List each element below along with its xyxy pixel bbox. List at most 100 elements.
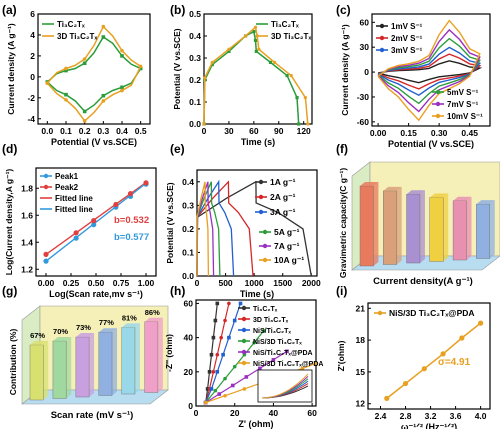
- bar-side: [43, 340, 49, 400]
- panel-h: 0 20 40 60 0 20 40 60 Z' (ohm) -Z'' (ohm) Ti₃C₂Tₓ 3…: [164, 298, 323, 429]
- legend-marker: [379, 47, 385, 53]
- nyquist-point: [261, 328, 266, 333]
- gcd-rate-curve-5: [196, 181, 210, 277]
- x-tick-label: 120: [297, 126, 311, 136]
- legend-marker: [241, 349, 247, 355]
- bar-top: [406, 190, 425, 195]
- gcd-marker: [227, 49, 231, 53]
- x-tick-label: 3.6: [450, 411, 462, 421]
- x-tick-label: 0.5: [135, 126, 147, 136]
- y-axis-label: Gravimetric capacity(C g⁻¹): [338, 168, 348, 278]
- legend-label: 3mV S⁻¹: [391, 46, 423, 55]
- cv-marker: [101, 24, 106, 29]
- x-axis-label: Log(Scan rate,mv s⁻¹): [49, 289, 143, 299]
- x-tick-label: 40: [269, 408, 279, 418]
- y-tick-label: 60: [184, 298, 194, 308]
- panel-e: 0 500 1000 1500 2000 0.0 0.1 0.2 0.3 0.4 Time (s) P…: [165, 169, 321, 299]
- y-tick-label: 0.4: [189, 31, 201, 41]
- x-tick-label: 0.75: [113, 278, 130, 288]
- y-tick-label: -2: [27, 93, 35, 103]
- peak-point-1: [73, 230, 79, 236]
- panel-a: 0.0 0.1 0.2 0.3 0.4 0.5 -4 -2 0 2 4 6 Potential (V v…: [6, 9, 151, 147]
- gcd-marker: [252, 30, 256, 34]
- gcd-marker: [257, 47, 261, 51]
- legend-marker: [262, 229, 268, 235]
- bar-top: [360, 182, 379, 186]
- bar-top: [75, 332, 95, 337]
- cv-marker: [120, 88, 124, 93]
- x-tick-label: 1.00: [138, 278, 155, 288]
- legend-label: 2A g⁻¹: [270, 192, 296, 202]
- legend-marker: [435, 113, 441, 119]
- bar: [406, 193, 421, 264]
- nyquist-point: [300, 366, 305, 371]
- x-tick-label: 0: [202, 126, 207, 136]
- peak-point-1: [127, 191, 134, 197]
- cv-marker: [82, 57, 87, 61]
- legend-label: Ti₃C₂Tₓ: [57, 20, 85, 29]
- nyquist-point: [227, 335, 231, 340]
- legend-marker: [241, 338, 247, 344]
- y-tick-label: 4: [30, 30, 35, 40]
- legend-marker: [43, 173, 49, 179]
- gcd-curve-1: [203, 25, 309, 125]
- bar-side: [373, 182, 379, 266]
- panel-label-f: (f): [336, 142, 348, 156]
- bar-top: [30, 340, 49, 345]
- gcd-marker: [210, 63, 214, 67]
- bar-side: [89, 332, 95, 397]
- peak-point-1: [143, 180, 149, 186]
- bar-top: [453, 196, 472, 201]
- nyquist-point: [232, 364, 237, 369]
- legend-label: 10mV S⁻¹: [447, 112, 483, 121]
- nyquist-point: [244, 375, 249, 379]
- x-tick-label: 60: [307, 408, 317, 418]
- y-axis-label: Z'(ohm): [336, 340, 346, 371]
- panel-label-c: (c): [336, 3, 351, 17]
- x-tick-label: 2000: [302, 278, 321, 288]
- nyquist-point: [213, 318, 218, 323]
- x-tick-label: 1000: [245, 278, 264, 288]
- x-axis-label: Time (s): [241, 137, 275, 147]
- x-tick-label: 20: [230, 408, 240, 418]
- y-tick-label: 0.1: [182, 247, 194, 257]
- y-axis-label: Potential (V vs.SCE): [165, 182, 175, 263]
- nyquist-point: [205, 387, 210, 391]
- x-tick-label: 3.2: [425, 411, 437, 421]
- nyquist-point: [209, 387, 214, 391]
- gcd-curve-0: [203, 30, 300, 125]
- x-tick-label: 0.3: [97, 126, 109, 136]
- cv-rate-curve-5: [377, 19, 481, 122]
- nyquist-point: [232, 318, 237, 323]
- bar-side: [419, 190, 425, 263]
- legend-marker: [262, 243, 268, 249]
- bar-data-label: 86%: [145, 308, 160, 317]
- warburg-line: [386, 322, 482, 399]
- gcd-rate-curve-0: [196, 180, 312, 277]
- y-axis-label: Current density (A g⁻¹): [340, 24, 350, 116]
- x-tick-label: 0.25: [63, 278, 80, 288]
- legend-label: 5mV S⁻¹: [447, 88, 479, 97]
- cv-marker: [64, 92, 68, 97]
- y-tick-label: -30: [357, 92, 370, 102]
- cv-marker: [120, 54, 124, 58]
- x-tick-label: 0.15: [400, 128, 417, 138]
- legend-marker: [241, 305, 247, 311]
- y-tick-label: 30: [360, 42, 370, 52]
- y-tick-label: 0: [30, 72, 35, 82]
- cv-marker: [45, 81, 50, 85]
- legend-marker: [258, 194, 264, 200]
- x-tick-label: 2.4: [375, 411, 387, 421]
- bar-top: [144, 317, 163, 322]
- nyquist-point: [213, 388, 218, 393]
- cv-marker: [82, 61, 87, 66]
- y-tick-label: 40: [184, 333, 194, 343]
- cv-marker: [120, 48, 124, 53]
- bar: [359, 185, 374, 267]
- gcd-marker: [253, 38, 258, 42]
- nyquist-point: [211, 335, 216, 340]
- gcd-marker: [295, 96, 299, 100]
- nyquist-point: [221, 352, 225, 357]
- cv-marker: [64, 66, 68, 71]
- legend-label: 3D Ti₃C₂Tₓ: [57, 32, 97, 41]
